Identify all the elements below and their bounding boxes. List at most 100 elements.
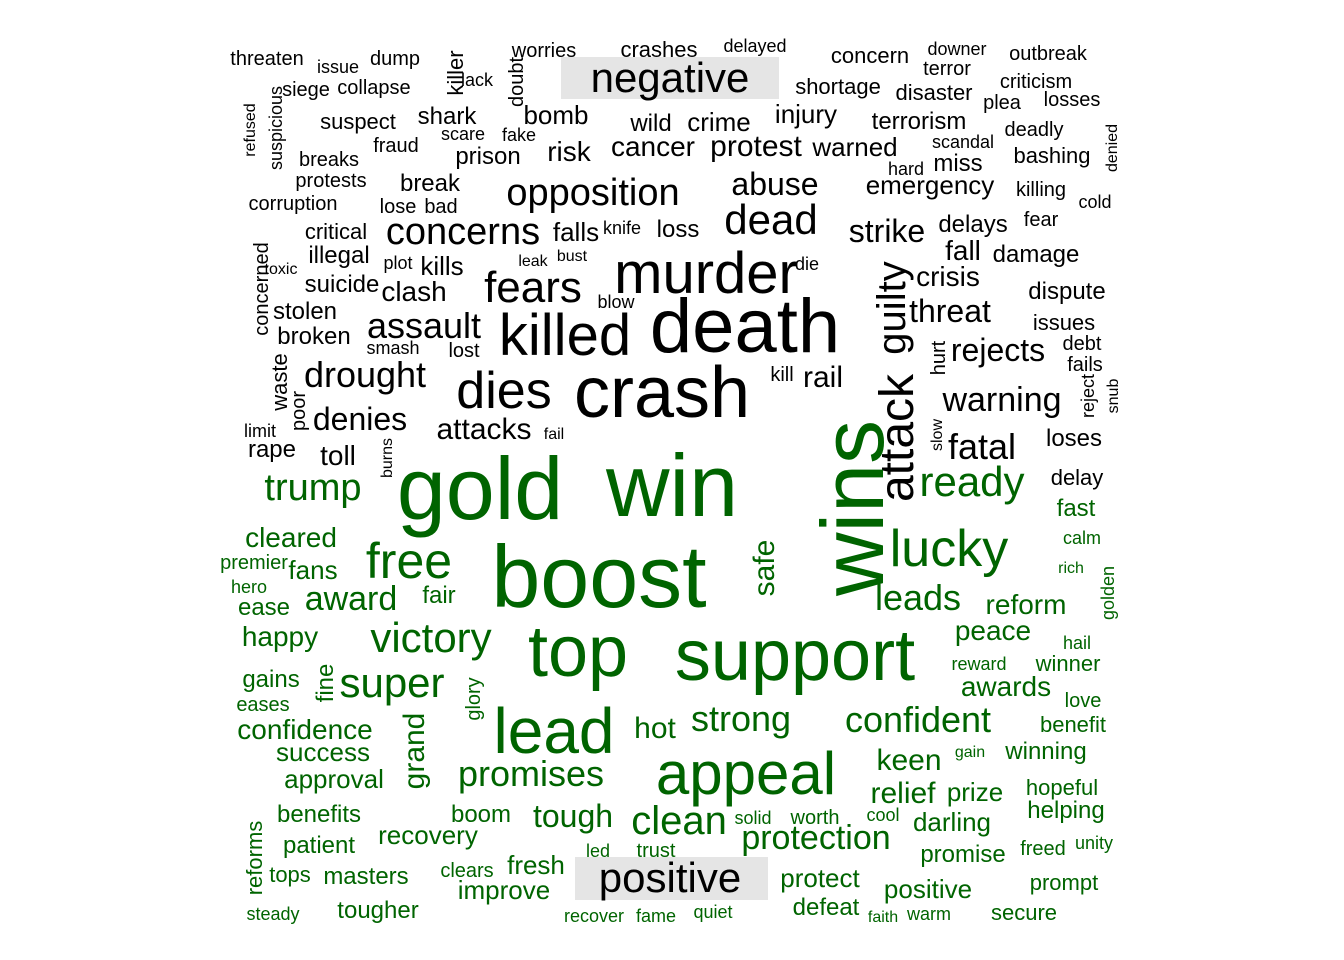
word-negative-concern: concern bbox=[831, 43, 909, 68]
word-positive-benefit: benefit bbox=[1040, 712, 1106, 737]
word-positive-strong: strong bbox=[691, 698, 791, 739]
word-positive-tougher: tougher bbox=[337, 897, 418, 924]
word-negative-collapse: collapse bbox=[337, 77, 410, 99]
word-positive-improve: improve bbox=[458, 875, 550, 905]
word-positive-success: success bbox=[276, 737, 370, 767]
word-positive-premier: premier bbox=[220, 552, 288, 574]
word-positive-helping: helping bbox=[1027, 797, 1104, 824]
word-positive-protect: protect bbox=[780, 863, 860, 893]
word-negative-smash: smash bbox=[366, 338, 419, 358]
word-negative-fail: fail bbox=[544, 426, 564, 443]
word-positive-win: win bbox=[605, 436, 738, 535]
word-positive-lucky: lucky bbox=[890, 520, 1008, 578]
word-negative-crashes: crashes bbox=[620, 37, 697, 62]
word-negative-injury: injury bbox=[775, 99, 837, 129]
word-positive-eases: eases bbox=[236, 694, 289, 716]
word-negative-snub: snub bbox=[1105, 379, 1122, 414]
word-positive-promises: promises bbox=[458, 753, 604, 794]
word-positive-leads: leads bbox=[875, 577, 961, 618]
word-negative-terror: terror bbox=[923, 58, 971, 80]
word-positive-confidence: confidence bbox=[237, 714, 372, 745]
word-positive-ease: ease bbox=[238, 594, 290, 621]
word-positive-trump: trump bbox=[264, 467, 361, 509]
word-negative-corruption: corruption bbox=[249, 193, 338, 215]
word-positive-top: top bbox=[528, 612, 628, 692]
word-positive-victory: victory bbox=[370, 614, 491, 661]
word-positive-confident: confident bbox=[845, 699, 991, 740]
word-negative-prison: prison bbox=[455, 143, 520, 170]
word-negative-murder: murder bbox=[614, 241, 798, 306]
word-negative-attack: attack bbox=[871, 373, 924, 502]
word-negative-threaten: threaten bbox=[230, 48, 303, 70]
word-negative-disaster: disaster bbox=[895, 80, 972, 105]
positive-label-box bbox=[575, 857, 768, 900]
word-positive-fine: fine bbox=[312, 664, 339, 703]
word-positive-steady: steady bbox=[246, 904, 299, 924]
word-negative-rail: rail bbox=[803, 361, 843, 394]
word-negative-damage: damage bbox=[993, 241, 1080, 268]
word-negative-dispute: dispute bbox=[1028, 278, 1105, 305]
word-positive-worth: worth bbox=[790, 807, 840, 829]
word-positive-tops: tops bbox=[269, 862, 311, 887]
negative-label-text: negative bbox=[591, 54, 750, 101]
word-negative-fatal: fatal bbox=[948, 426, 1016, 467]
word-negative-concerns: concerns bbox=[386, 211, 540, 253]
word-positive-quiet: quiet bbox=[693, 902, 732, 922]
word-negative-delay: delay bbox=[1051, 465, 1104, 490]
word-negative-miss: miss bbox=[933, 150, 982, 177]
word-positive-calm: calm bbox=[1063, 528, 1101, 548]
word-positive-unity: unity bbox=[1075, 833, 1113, 853]
word-positive-reforms: reforms bbox=[242, 821, 267, 896]
word-positive-relief: relief bbox=[870, 777, 936, 810]
word-negative-shark: shark bbox=[418, 103, 478, 130]
word-negative-toll: toll bbox=[320, 440, 356, 471]
word-positive-cool: cool bbox=[866, 805, 899, 825]
word-negative-fake: fake bbox=[502, 125, 536, 145]
word-negative-kill: kill bbox=[770, 364, 793, 386]
word-negative-killer: killer bbox=[443, 50, 468, 95]
word-positive-fast: fast bbox=[1057, 495, 1096, 522]
word-positive-prize: prize bbox=[947, 777, 1003, 807]
word-negative-opposition: opposition bbox=[506, 172, 679, 214]
word-negative-rejects: rejects bbox=[951, 332, 1045, 368]
word-negative-lose: lose bbox=[380, 196, 417, 218]
word-negative-criticism: criticism bbox=[1000, 71, 1072, 93]
word-positive-peace: peace bbox=[955, 615, 1031, 646]
word-negative-dies: dies bbox=[456, 362, 551, 420]
word-negative-dead: dead bbox=[724, 196, 817, 243]
word-positive-happy: happy bbox=[242, 621, 318, 652]
word-positive-promise: promise bbox=[920, 841, 1005, 868]
word-negative-warning: warning bbox=[941, 381, 1061, 419]
word-negative-plea: plea bbox=[983, 92, 1022, 114]
word-negative-clash: clash bbox=[381, 276, 446, 307]
word-negative-strike: strike bbox=[849, 213, 925, 249]
word-negative-loses: loses bbox=[1046, 425, 1102, 452]
word-negative-bashing: bashing bbox=[1013, 143, 1090, 168]
word-positive-benefits: benefits bbox=[277, 801, 361, 828]
word-negative-fears: fears bbox=[484, 263, 582, 312]
word-positive-clears: clears bbox=[440, 860, 493, 882]
word-negative-issues: issues bbox=[1033, 310, 1095, 335]
word-negative-abuse: abuse bbox=[731, 166, 818, 202]
word-negative-falls: falls bbox=[553, 217, 599, 247]
word-negative-assault: assault bbox=[367, 305, 481, 346]
word-positive-reward: reward bbox=[951, 654, 1006, 674]
word-negative-guilty: guilty bbox=[870, 261, 914, 354]
word-positive-winner: winner bbox=[1035, 651, 1101, 676]
word-positive-winning: winning bbox=[1004, 738, 1086, 765]
word-positive-darling: darling bbox=[913, 807, 991, 837]
word-positive-gold: gold bbox=[397, 439, 563, 538]
word-negative-attacks: attacks bbox=[436, 413, 531, 446]
word-negative-delays: delays bbox=[938, 211, 1007, 238]
word-negative-hard: hard bbox=[888, 159, 924, 179]
word-negative-critical: critical bbox=[305, 219, 367, 244]
word-negative-break: break bbox=[400, 170, 461, 197]
word-negative-leak: leak bbox=[518, 253, 548, 270]
word-positive-faith: faith bbox=[868, 909, 898, 926]
word-positive-patient: patient bbox=[283, 832, 355, 859]
positive-label: positive bbox=[575, 854, 768, 901]
words-layer: threaten issue dump killer worries crashes del… bbox=[220, 36, 1122, 926]
word-positive-clean: clean bbox=[631, 799, 727, 843]
word-negative-killing: killing bbox=[1016, 179, 1066, 201]
